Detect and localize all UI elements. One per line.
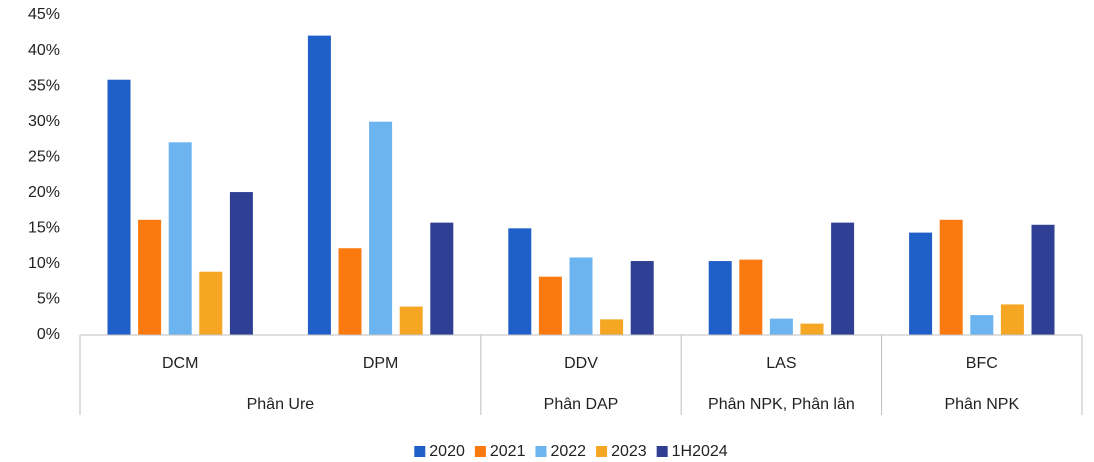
bar bbox=[199, 271, 223, 335]
legend-label: 2022 bbox=[550, 443, 586, 460]
y-tick-label: 25% bbox=[28, 148, 60, 165]
legend-swatch bbox=[535, 446, 547, 457]
legend-label: 2021 bbox=[490, 443, 526, 460]
bar bbox=[800, 323, 824, 335]
bar bbox=[107, 79, 131, 335]
bar bbox=[229, 192, 253, 335]
bar bbox=[831, 222, 855, 335]
bar bbox=[600, 319, 624, 335]
y-tick-label: 45% bbox=[28, 6, 60, 23]
bar bbox=[569, 257, 593, 335]
bar bbox=[909, 232, 933, 335]
bar bbox=[1000, 304, 1024, 335]
bar bbox=[939, 219, 963, 335]
y-tick-label: 30% bbox=[28, 113, 60, 130]
x-tick-label: DPM bbox=[363, 355, 399, 372]
bar bbox=[399, 306, 423, 335]
group-label: Phân DAP bbox=[544, 396, 619, 413]
group-label: Phân NPK bbox=[944, 396, 1019, 413]
x-tick-label: DCM bbox=[162, 355, 198, 372]
y-tick-label: 5% bbox=[37, 291, 60, 308]
x-tick-label: LAS bbox=[766, 355, 796, 372]
bar bbox=[739, 259, 763, 335]
y-tick-label: 0% bbox=[37, 326, 60, 343]
bar bbox=[769, 318, 793, 335]
legend-label: 2020 bbox=[429, 443, 465, 460]
y-tick-label: 15% bbox=[28, 220, 60, 237]
group-label: Phân Ure bbox=[247, 396, 315, 413]
x-tick-label: BFC bbox=[966, 355, 998, 372]
y-tick-label: 40% bbox=[28, 42, 60, 59]
legend-label: 1H2024 bbox=[672, 443, 728, 460]
legend-swatch bbox=[414, 446, 426, 457]
legend-swatch bbox=[596, 446, 608, 457]
bar bbox=[369, 121, 393, 336]
bar bbox=[508, 228, 532, 335]
x-tick-label: DDV bbox=[564, 355, 598, 372]
bar bbox=[970, 315, 994, 335]
bar bbox=[430, 222, 454, 335]
legend-swatch bbox=[474, 446, 486, 457]
y-tick-label: 20% bbox=[28, 184, 60, 201]
bar bbox=[630, 261, 654, 335]
bar bbox=[168, 142, 192, 335]
bar bbox=[708, 261, 732, 335]
bar bbox=[1031, 224, 1055, 335]
legend-label: 2023 bbox=[611, 443, 647, 460]
y-tick-label: 35% bbox=[28, 77, 60, 94]
bar bbox=[307, 35, 331, 335]
bar bbox=[538, 276, 562, 335]
group-label: Phân NPK, Phân lân bbox=[708, 396, 855, 413]
bar bbox=[338, 248, 362, 335]
legend-swatch bbox=[656, 446, 668, 457]
y-tick-label: 10% bbox=[28, 255, 60, 272]
bar bbox=[138, 219, 162, 335]
